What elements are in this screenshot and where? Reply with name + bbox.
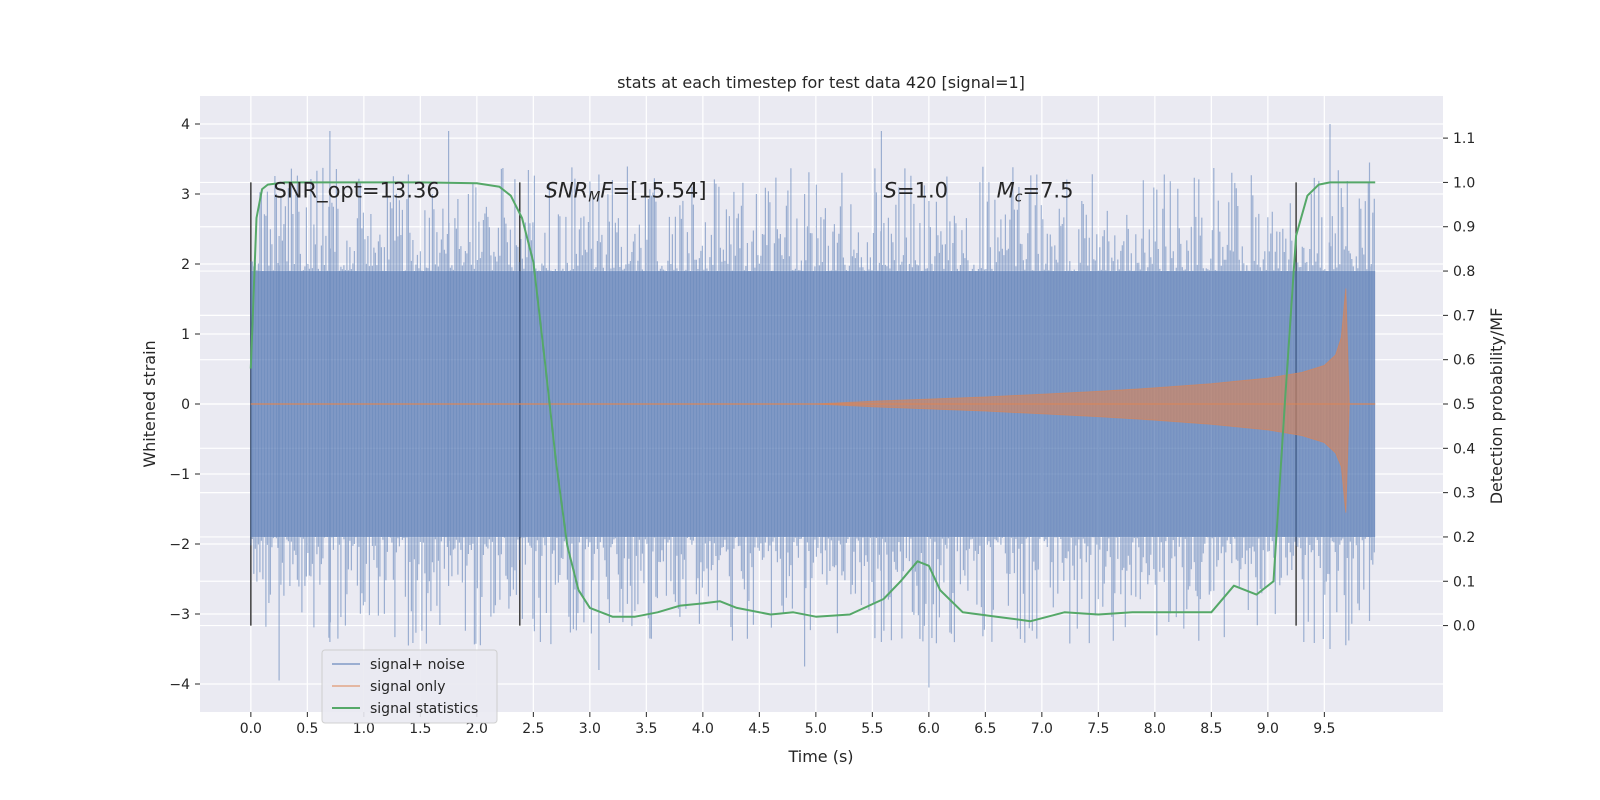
legend: signal+ noise signal only signal statist…	[321, 649, 498, 724]
x-tick-label: 3.5	[635, 721, 657, 737]
y-tick-label: −1	[169, 467, 190, 483]
annotation-part: =7.5	[1022, 179, 1073, 203]
x-tick-label: 4.5	[748, 721, 770, 737]
signal-only-envelope	[250, 288, 1376, 513]
annotation-part: SNR	[545, 179, 589, 203]
x-tick-label: 2.0	[466, 721, 488, 737]
annotation-part: M	[588, 190, 600, 206]
annotation-text: Mc=7.5	[997, 179, 1074, 206]
x-tick-label: 8.5	[1200, 721, 1222, 737]
x-tick-label: 0.0	[240, 721, 262, 737]
x-tick-label: 7.5	[1087, 721, 1109, 737]
annotation-part: SNR_opt=13.36	[273, 179, 439, 204]
annotations: SNR_opt=13.36 SNRMF=[15.54] S=1.0 Mc=7.5	[273, 179, 1073, 206]
y2-tick-label: 0.3	[1453, 486, 1475, 502]
y-tick-label: −3	[169, 607, 190, 623]
y-tick-label: 1	[181, 327, 190, 343]
x-tick-label: 4.0	[692, 721, 714, 737]
y-axis-label: Whitened strain	[140, 340, 159, 467]
legend-box	[321, 649, 498, 724]
y2-tick-label: 0.8	[1453, 264, 1475, 280]
x-axis-label: Time (s)	[787, 747, 853, 766]
y2-axis-label: Detection probability/MF	[1487, 308, 1506, 505]
x-tick-label: 1.0	[353, 721, 375, 737]
y2-tick-label: 0.0	[1453, 619, 1475, 635]
y2-tick-label: 0.2	[1453, 530, 1475, 546]
y-tick-label: −2	[169, 537, 190, 553]
signal-statistics-line	[249, 181, 1376, 623]
annotation-text: S=1.0	[884, 179, 948, 203]
y2-tick-label: 1.0	[1453, 175, 1475, 191]
y-tick-label: 3	[181, 187, 190, 203]
annotation-part: M	[997, 179, 1015, 203]
legend-label-stat: signal statistics	[370, 701, 478, 717]
y2-tick-label: 0.1	[1453, 574, 1475, 590]
annotation-text: SNRMF=[15.54]	[545, 179, 707, 206]
series-signal-statistics	[249, 181, 1376, 623]
x-tick-label: 9.0	[1257, 721, 1279, 737]
x-tick-label: 0.5	[296, 721, 318, 737]
y2-tick-label: 0.4	[1453, 441, 1475, 457]
x-tick-label: 8.0	[1144, 721, 1166, 737]
x-tick-label: 9.5	[1313, 721, 1335, 737]
y2-tick-label: 0.9	[1453, 220, 1475, 236]
legend-label-signal: signal only	[370, 679, 445, 695]
x-tick-label: 6.0	[918, 721, 940, 737]
y2-tick-label: 0.5	[1453, 397, 1475, 413]
y-tick-label: −4	[169, 677, 190, 693]
y-tick-label: 0	[181, 397, 190, 413]
x-tick-label: 3.0	[579, 721, 601, 737]
y2-tick-label: 0.7	[1453, 308, 1475, 324]
annotation-part: =[15.54]	[612, 179, 706, 203]
chart-title: stats at each timestep for test data 420…	[617, 73, 1025, 92]
annotation-part: F	[600, 179, 613, 203]
x-tick-label: 5.5	[861, 721, 883, 737]
axis-ticks: 0.0 0.5 1.0 1.5 2.0 2.5 3.0 3.5 4.0 4.5 5.0 5.5 6.0 6…	[169, 117, 1475, 737]
annotation-part: =1.0	[897, 179, 948, 203]
x-tick-label: 2.5	[522, 721, 544, 737]
x-tick-label: 5.0	[805, 721, 827, 737]
annotation-part: S	[884, 179, 897, 203]
annotation-part: c	[1015, 190, 1023, 206]
x-tick-label: 6.5	[974, 721, 996, 737]
annotation-text: SNR_opt=13.36	[273, 179, 439, 204]
y2-tick-label: 1.1	[1453, 131, 1475, 147]
y2-tick-label: 0.6	[1453, 353, 1475, 369]
legend-label-noise: signal+ noise	[370, 657, 465, 673]
y-tick-label: 2	[181, 257, 190, 273]
x-tick-label: 1.5	[409, 721, 431, 737]
x-tick-label: 7.0	[1031, 721, 1053, 737]
y-tick-label: 4	[181, 117, 190, 133]
series-signal-only	[250, 288, 1376, 513]
